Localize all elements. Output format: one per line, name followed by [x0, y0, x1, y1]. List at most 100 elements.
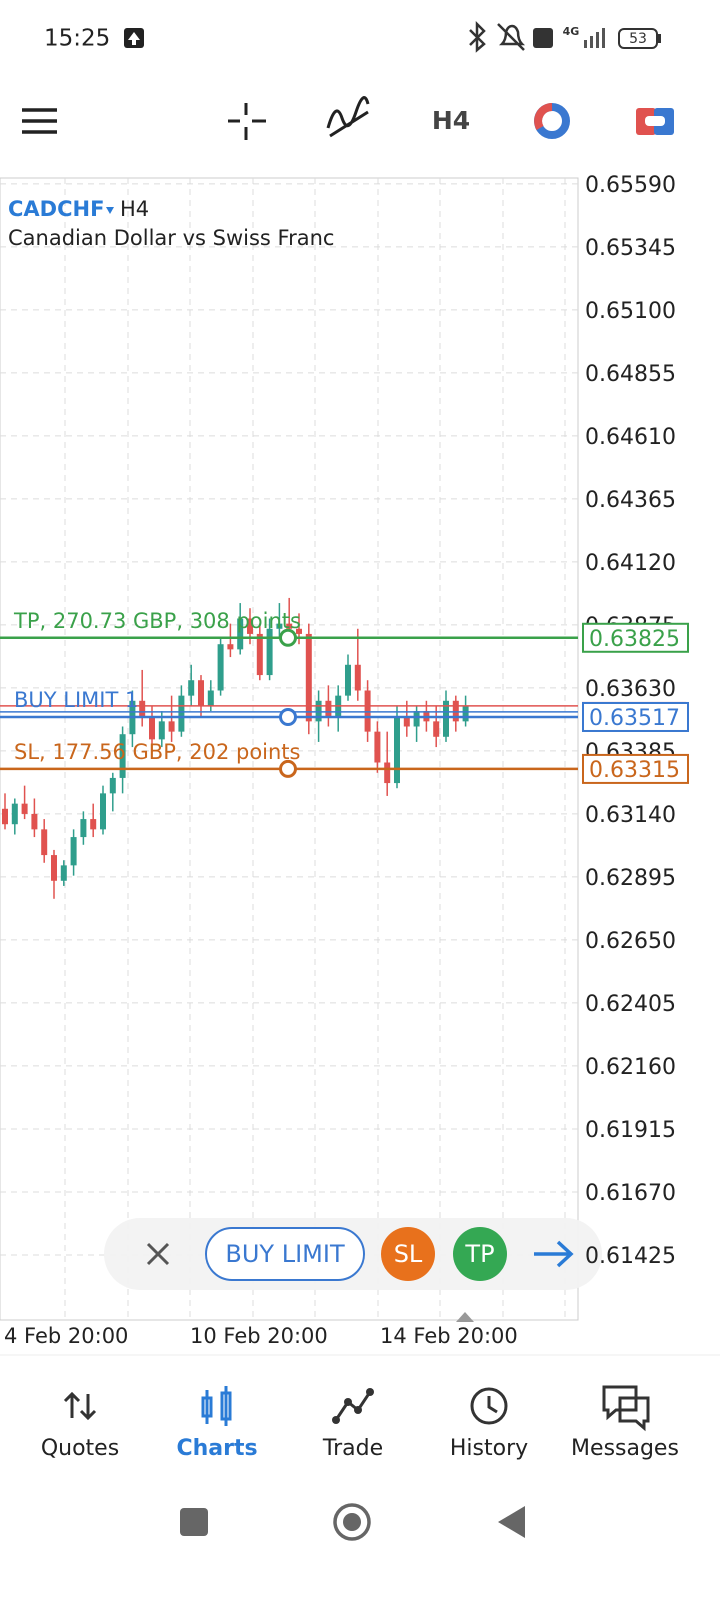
level-label: TP, 270.73 GBP, 308 points [13, 609, 301, 633]
nav-label[interactable]: Trade [322, 1436, 383, 1461]
candle-body [462, 705, 469, 722]
candle-body [149, 716, 155, 740]
candle-body [247, 618, 253, 634]
sl-label[interactable]: SL [394, 1240, 423, 1268]
timeframe-button[interactable]: H4 [432, 106, 470, 135]
y-tick-label: 0.65100 [585, 299, 676, 324]
volte-icon [533, 28, 553, 48]
order-bar: BUY LIMIT SL TP [104, 1218, 602, 1290]
nav-label[interactable]: Charts [176, 1436, 257, 1461]
y-tick-label: 0.62405 [585, 992, 676, 1017]
sl-button[interactable] [381, 1227, 435, 1281]
quotes-icon [63, 1391, 97, 1421]
clock: 15:25 [44, 26, 110, 52]
candle-body [51, 855, 57, 881]
mute-icon [497, 23, 526, 51]
candle-body [364, 690, 371, 732]
charts-icon [201, 1386, 232, 1426]
level-label: BUY LIMIT 1 [14, 688, 138, 712]
buy-limit-label[interactable]: BUY LIMIT [225, 1240, 345, 1268]
y-tick-label: 0.62160 [585, 1055, 676, 1080]
candle-body [41, 829, 48, 856]
bottom-nav: Quotes Charts Trade History Messages [41, 1385, 679, 1461]
candle-body [109, 777, 116, 794]
candle-body [413, 711, 420, 727]
messages-icon [602, 1385, 650, 1432]
x-tick-label: 14 Feb 20:00 [380, 1324, 518, 1348]
x-tick-label: 4 Feb 20:00 [4, 1324, 128, 1348]
candle-body [80, 819, 87, 838]
candle-body [403, 716, 410, 727]
bluetooth-icon [469, 20, 486, 53]
candle-body [90, 819, 97, 830]
candle-body [100, 793, 106, 830]
nav-label[interactable]: History [450, 1436, 528, 1461]
level-handle [279, 759, 297, 778]
candle-body [452, 700, 459, 722]
y-tick-label: 0.65590 [585, 173, 676, 198]
nav-label[interactable]: Quotes [41, 1436, 119, 1461]
candles [2, 597, 469, 899]
buy-limit-button[interactable] [205, 1227, 365, 1281]
symbol-description: Canadian Dollar vs Swiss Franc [8, 226, 334, 250]
candle-body [325, 700, 332, 717]
battery-level: 53 [629, 31, 647, 47]
candle-body [237, 618, 244, 650]
recents-button[interactable] [180, 1508, 208, 1536]
candle-body [60, 865, 67, 881]
candle-body [21, 803, 28, 814]
level-price: 0.63315 [589, 758, 680, 783]
nav-label[interactable]: Messages [571, 1436, 679, 1461]
candle-body [158, 721, 165, 740]
trade-icon [334, 1391, 372, 1421]
y-tick-label: 0.61915 [585, 1118, 676, 1143]
battery-icon [618, 28, 658, 49]
y-tick-label: 0.64610 [585, 425, 676, 450]
level-handle [279, 707, 297, 726]
candle-body [286, 623, 293, 629]
y-tick-label: 0.63140 [585, 803, 676, 828]
candle-body [2, 808, 8, 825]
tp-button[interactable] [453, 1227, 507, 1281]
candle-body [354, 664, 361, 691]
candle-body [305, 633, 312, 722]
close-button[interactable] [146, 1242, 170, 1266]
y-tick-label: 0.61670 [585, 1181, 676, 1206]
candle-body [178, 695, 185, 732]
chart [0, 177, 579, 1321]
menu-button[interactable] [22, 108, 57, 134]
plot-area [0, 177, 579, 1321]
level-tag [582, 753, 689, 784]
candle-body [188, 680, 195, 696]
signal-icon [584, 28, 605, 48]
candle-body [433, 721, 440, 737]
y-tick-label: 0.64855 [585, 362, 676, 387]
tp-label[interactable]: TP [464, 1240, 494, 1268]
candle-body [374, 731, 381, 763]
y-tick-label: 0.61425 [585, 1244, 676, 1269]
y-tick-label: 0.62650 [585, 929, 676, 954]
candle-body [266, 628, 273, 676]
crosshair-button[interactable] [228, 103, 266, 140]
candle-body [443, 700, 449, 737]
candle-body [207, 690, 214, 706]
symbol[interactable]: CADCHF [8, 197, 104, 221]
level-price: 0.63517 [589, 706, 680, 731]
level-price: 0.63825 [589, 627, 680, 652]
candle-body [217, 644, 224, 691]
back-button[interactable] [498, 1506, 525, 1538]
y-tick-label: 0.65345 [585, 236, 676, 261]
indicators-button[interactable] [326, 96, 370, 138]
candle-body [315, 700, 322, 722]
home-button[interactable] [333, 1503, 371, 1541]
chart-timeframe: H4 [120, 197, 149, 221]
candle-body [276, 623, 283, 629]
candle-body [256, 633, 263, 676]
candle-body [31, 813, 38, 830]
level-handle [279, 628, 297, 647]
candle-body [198, 680, 204, 706]
y-tick-label: 0.64365 [585, 488, 676, 513]
next-button[interactable] [534, 1240, 574, 1268]
level-label: SL, 177.56 GBP, 202 points [14, 740, 300, 764]
